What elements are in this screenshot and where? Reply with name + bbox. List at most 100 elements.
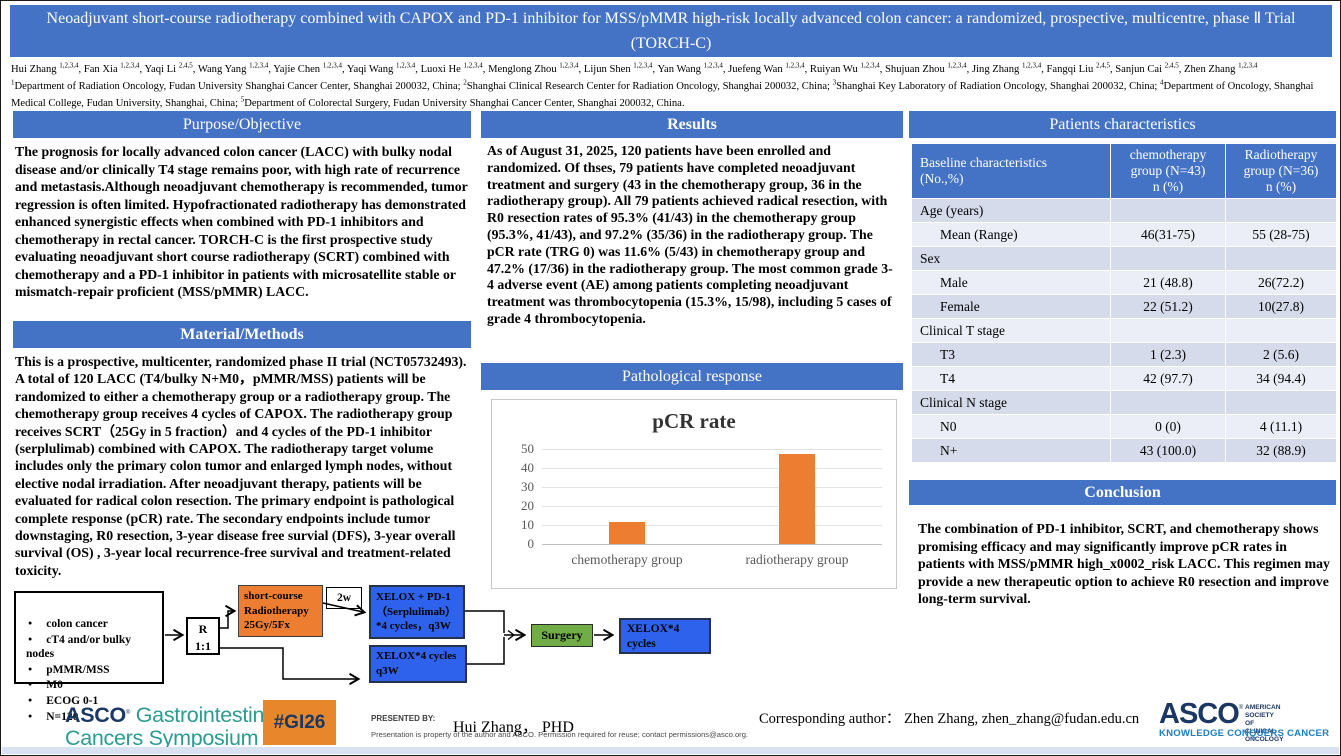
table-row: T3 1 (2.3) 2 (5.6) [912,343,1336,366]
line-arm1-merge [465,610,505,633]
table-cell [1111,199,1225,222]
disclaimer-text: Presentation is property of the author a… [371,730,749,739]
chart-bar [609,521,645,544]
table-cell [1111,247,1225,270]
table-header-cell: Radiotherapy group (N=36) n (%) [1226,144,1336,198]
table-cell [1226,319,1336,342]
table-cell [1111,319,1225,342]
affiliation: 1Department of Radiation Oncology, Fudan… [11,78,464,92]
chart-title: pCR rate [652,409,736,433]
table-cell: 55 (28-75) [1226,223,1336,246]
chart-tick-label: 0 [527,536,535,551]
line-arm2-merge [467,637,505,665]
registered-mark-icon: ® [125,710,131,716]
eligibility-item: ● pMMR/MSS [28,663,110,676]
author: Yaqi Wang 1,2,3,4, [346,61,421,75]
eligibility-item: ● ECOG 0-1 [28,694,99,707]
arrow-double-chevron [507,629,516,641]
chart-tick-label: 30 [521,479,534,494]
table-cell: 21 (48.8) [1111,271,1225,294]
chart-category-label: chemotherapy group [571,552,683,567]
author: Sanjun Cai 2,4,5, [1115,61,1184,75]
bullet-icon: ● [28,680,33,689]
table-cell: 46(31-75) [1111,223,1225,246]
arrow-r-to-arm2 [220,647,361,686]
affiliation: 3Shanghai Key Laboratory of Radiation On… [832,78,1160,92]
table-cell: N+ [912,439,1110,462]
chart-tick-label: 10 [521,517,534,532]
eligibility-item: ● M0 [28,679,63,692]
bullet-icon: ● [28,634,33,643]
xelox-pd1-box: XELOX + PD-1 （Serplulimab） *4 cycles，q3W [369,585,465,639]
author: Jing Zhang 1,2,3,4, [971,61,1047,75]
table-header-row: Baseline characteristics (No.,%) chemothe… [912,144,1336,198]
gi-logo-asco: ASCO [65,703,126,728]
bottom-strip [2,747,1339,754]
asco-logo-society: AMERICAN SOCIETY OF CLINICAL ONCOLOGY [1245,704,1284,743]
table-cell: 43 (100.0) [1111,439,1225,462]
table-row: Mean (Range) 46(31-75) 55 (28-75) [912,223,1336,246]
chart-tick-label: 40 [521,460,534,475]
author: Juefeng Wan 1,2,3,4, [728,61,810,75]
table-cell: 22 (51.2) [1111,295,1225,318]
author: Luoxi He 1,2,3,4, [420,61,489,75]
table-cell: Clinical T stage [912,319,1110,342]
presented-by-label: PRESENTED BY: [371,714,436,723]
randomization-box: R 1:1 [186,617,220,655]
author: Zhen Zhang 1,2,3,4 [1184,61,1258,75]
chart-tick-label: 20 [521,498,534,513]
table-cell [1111,391,1225,414]
table-row: Age (years) [912,199,1336,222]
table-row: Sex [912,247,1336,270]
purpose-section-header: Purpose/Objective [13,111,471,138]
author: Hui Zhang 1,2,3,4, [11,61,84,75]
gap-label-box: 2w [326,587,362,609]
author-list: Hui Zhang 1,2,3,4, Fan Xia 1,2,3,4, Yaqi… [11,59,1333,76]
table-cell: 1 (2.3) [1111,343,1225,366]
gi-logo-line2: Cancers Symposium [65,726,259,751]
gi-logo-line1: Gastrointestinal [135,703,281,728]
adjuvant-xelox-box: XELOX*4 cycles [619,618,711,654]
methods-body: This is a prospective, multicenter, rand… [15,354,467,578]
pathological-section-header: Pathological response [481,363,903,390]
table-header-cell: Baseline characteristics (No.,%) [912,144,1110,198]
chart-gridline [542,506,882,507]
table-row: N+ 43 (100.0) 32 (88.9) [912,439,1336,462]
surgery-box: Surgery [531,624,593,647]
eligibility-list: ● colon cancer ● cT4 and/or bulky nodes ● pMM… [26,616,162,724]
patients-section-header: Patients characteristics [909,111,1336,138]
table-cell: 32 (88.9) [1226,439,1336,462]
bullet-icon: ● [28,664,33,673]
methods-section-header: Material/Methods [13,321,471,348]
chart-gridline [542,525,882,526]
corresponding-author: Corresponding author： Zhen Zhang, zhen_z… [759,711,1140,727]
conclusion-section-header: Conclusion [909,480,1336,505]
xelox-box: XELOX*4 cycles q3W [369,645,467,683]
table-cell: 34 (94.4) [1226,367,1336,390]
gi26-badge: #GI26 [263,700,336,745]
author: Yajie Chen 1,2,3,4, [273,61,347,75]
author: Fan Xia 1,2,3,4, [83,61,145,75]
chart-gridline [542,468,882,469]
table-cell: T3 [912,343,1110,366]
table-cell: Male [912,271,1110,294]
chart-category-label: radiotherapy group [745,552,849,567]
table-row: T4 42 (97.7) 34 (94.4) [912,367,1336,390]
table-cell: Female [912,295,1110,318]
presenter-name: Hui Zhang， PHD [453,719,574,736]
chart-tick-label: 50 [521,441,534,456]
table-cell: 0 (0) [1111,415,1225,438]
table-cell: 42 (97.7) [1111,367,1225,390]
table-row: Female 22 (51.2) 10(27.8) [912,295,1336,318]
eligibility-item: ● N=120 [28,710,79,723]
table-cell [1226,391,1336,414]
author: Lijun Shen 1,2,3,4, [583,61,658,75]
table-cell: Age (years) [912,199,1110,222]
table-cell: Sex [912,247,1110,270]
eligibility-box: ● colon cancer ● cT4 and/or bulky nodes ● pMM… [14,591,164,723]
affiliation: 5Department of Colorectal Surgery, Fudan… [240,95,685,109]
table-cell [1226,247,1336,270]
table-header-cell: chemotherapy group (N=43) n (%) [1111,144,1225,198]
bullet-icon: ● [28,619,33,627]
